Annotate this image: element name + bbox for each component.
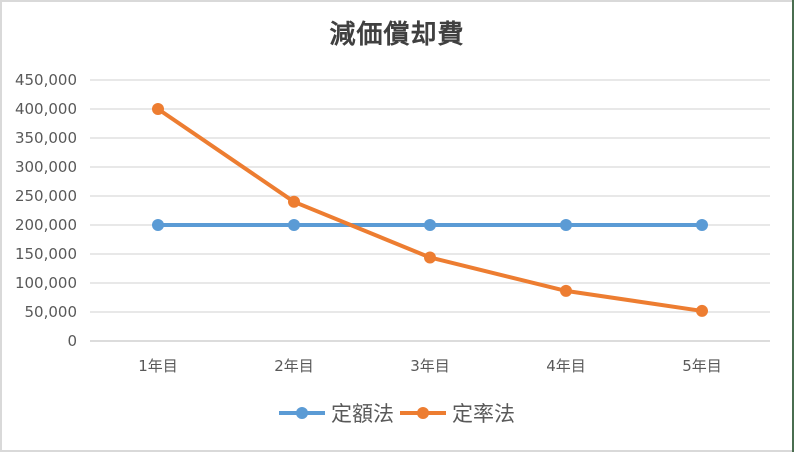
legend-label: 定額法 [331,402,394,426]
data-point-marker[interactable] [424,251,436,264]
y-tick-label: 150,000 [15,245,77,263]
y-tick-label: 250,000 [15,187,77,205]
legend-line-marker-icon [279,407,325,419]
data-point-marker[interactable] [152,219,164,231]
data-point-marker[interactable] [288,195,300,208]
x-tick-label: 2年目 [274,357,314,375]
x-tick-label: 4年目 [546,357,586,375]
legend-line-marker-icon [400,407,446,419]
y-tick-label: 350,000 [15,129,77,147]
data-point-marker[interactable] [424,219,436,231]
legend-item-straight-line[interactable]: 定額法 [279,398,394,428]
legend-item-declining-balance[interactable]: 定率法 [400,398,515,428]
data-point-marker[interactable] [560,284,572,297]
data-point-marker[interactable] [696,304,708,317]
y-tick-label: 100,000 [15,274,77,292]
x-tick-label: 1年目 [138,357,178,375]
y-tick-label: 300,000 [15,158,77,176]
data-point-marker[interactable] [152,103,164,115]
y-tick-label: 50,000 [25,303,78,321]
series-line-declining-balance[interactable] [156,107,704,313]
y-tick-label: 450,000 [15,71,77,89]
legend: 定額法 定率法 [0,398,794,428]
data-point-marker[interactable] [560,219,572,231]
y-tick-label: 400,000 [15,100,77,118]
data-point-marker[interactable] [288,219,300,231]
legend-label: 定率法 [452,402,515,426]
x-tick-label: 5年目 [682,357,722,375]
window-edge [792,0,794,452]
data-point-marker[interactable] [696,219,708,231]
chart-title: 減価償却費 [329,20,465,50]
x-tick-label: 3年目 [410,357,450,375]
y-tick-label: 200,000 [15,216,77,234]
y-tick-label: 0 [67,332,77,350]
